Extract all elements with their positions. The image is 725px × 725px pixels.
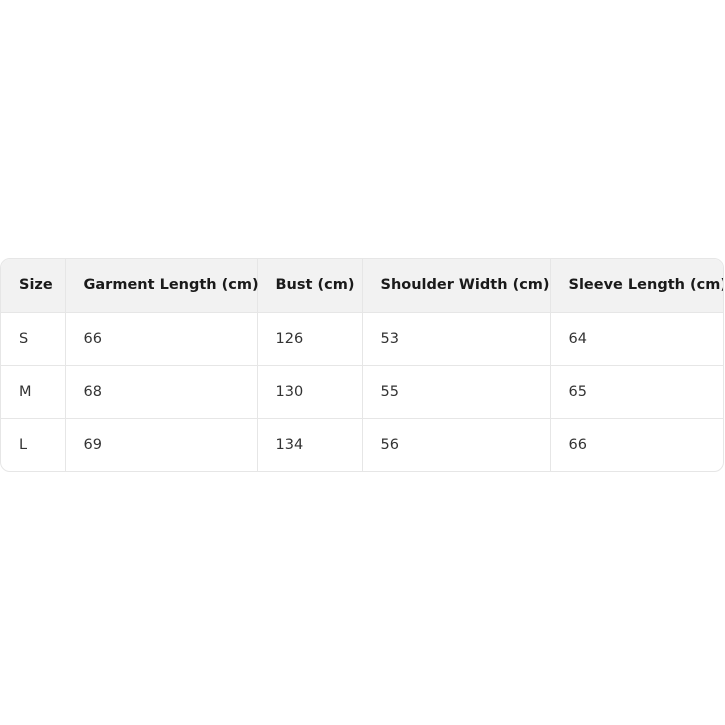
table-row: L 69 134 56 66	[1, 418, 723, 471]
cell-sleeve-length: 65	[550, 365, 723, 419]
cell-garment-length: 69	[65, 418, 258, 471]
header-sleeve-length: Sleeve Length (cm)	[550, 259, 723, 313]
cell-garment-length: 66	[65, 312, 258, 366]
cell-shoulder-width: 56	[362, 418, 551, 471]
table-header-row: Size Garment Length (cm) Bust (cm) Shoul…	[1, 259, 723, 313]
cell-bust: 126	[257, 312, 363, 366]
cell-sleeve-length: 64	[550, 312, 723, 366]
header-bust: Bust (cm)	[257, 259, 363, 313]
table-row: S 66 126 53 64	[1, 312, 723, 366]
cell-size: M	[1, 365, 66, 419]
cell-shoulder-width: 55	[362, 365, 551, 419]
cell-garment-length: 68	[65, 365, 258, 419]
cell-size: L	[1, 418, 66, 471]
header-shoulder-width: Shoulder Width (cm)	[362, 259, 551, 313]
cell-size: S	[1, 312, 66, 366]
size-chart-table-container: Size Garment Length (cm) Bust (cm) Shoul…	[0, 258, 724, 472]
table-row: M 68 130 55 65	[1, 365, 723, 419]
size-chart-table: Size Garment Length (cm) Bust (cm) Shoul…	[1, 259, 723, 471]
cell-bust: 134	[257, 418, 363, 471]
cell-sleeve-length: 66	[568, 436, 587, 453]
header-size: Size	[1, 259, 66, 313]
cell-bust: 130	[257, 365, 363, 419]
header-garment-length: Garment Length (cm)	[65, 259, 259, 313]
cell-shoulder-width: 53	[362, 312, 551, 366]
